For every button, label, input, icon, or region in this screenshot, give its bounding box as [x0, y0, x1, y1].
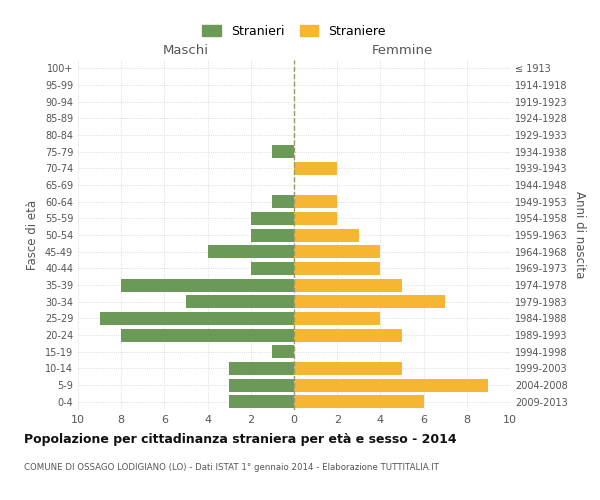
Bar [294, 212, 337, 225]
Bar [294, 278, 402, 291]
Text: Maschi: Maschi [163, 44, 209, 57]
Bar [294, 195, 337, 208]
Bar [251, 212, 294, 225]
Text: Femmine: Femmine [371, 44, 433, 57]
Bar [186, 295, 294, 308]
Bar [229, 395, 294, 408]
Bar [251, 262, 294, 275]
Bar [272, 345, 294, 358]
Bar [294, 262, 380, 275]
Bar [100, 312, 294, 325]
Y-axis label: Fasce di età: Fasce di età [26, 200, 39, 270]
Bar [294, 228, 359, 241]
Bar [294, 395, 424, 408]
Bar [251, 228, 294, 241]
Bar [294, 328, 402, 342]
Bar [294, 362, 402, 375]
Bar [208, 245, 294, 258]
Bar [294, 312, 380, 325]
Bar [294, 245, 380, 258]
Bar [121, 328, 294, 342]
Bar [294, 162, 337, 175]
Text: COMUNE DI OSSAGO LODIGIANO (LO) - Dati ISTAT 1° gennaio 2014 - Elaborazione TUTT: COMUNE DI OSSAGO LODIGIANO (LO) - Dati I… [24, 462, 439, 471]
Bar [272, 145, 294, 158]
Bar [229, 378, 294, 392]
Bar [272, 195, 294, 208]
Bar [121, 278, 294, 291]
Bar [294, 295, 445, 308]
Legend: Stranieri, Straniere: Stranieri, Straniere [199, 21, 389, 42]
Bar [294, 378, 488, 392]
Y-axis label: Anni di nascita: Anni di nascita [573, 192, 586, 278]
Text: Popolazione per cittadinanza straniera per età e sesso - 2014: Popolazione per cittadinanza straniera p… [24, 432, 457, 446]
Bar [229, 362, 294, 375]
